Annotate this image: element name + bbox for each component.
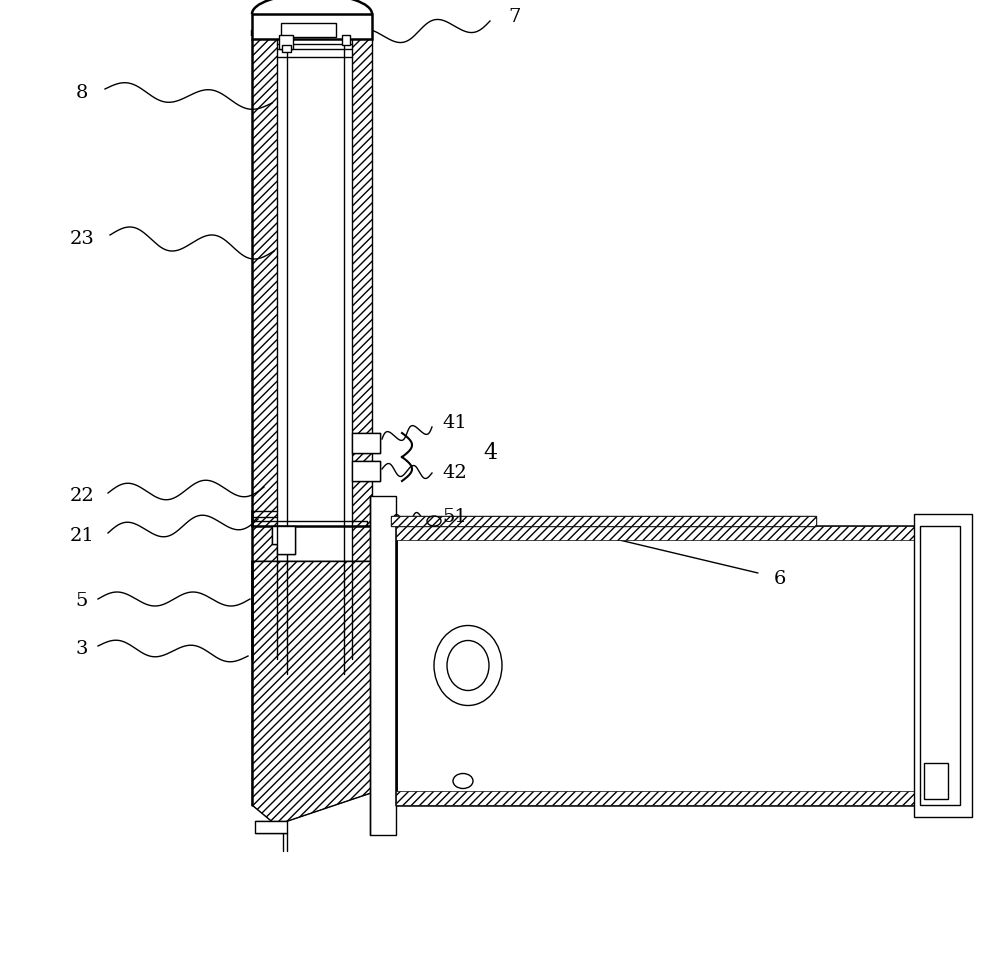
Polygon shape: [396, 526, 914, 540]
Text: 51: 51: [443, 508, 467, 526]
Bar: [396, 526, 960, 805]
Text: 7: 7: [509, 8, 521, 26]
Bar: [282, 45, 291, 52]
Text: 42: 42: [443, 464, 467, 482]
Text: 23: 23: [70, 230, 94, 248]
Text: 22: 22: [70, 487, 94, 505]
Text: 4: 4: [483, 442, 497, 464]
Text: 8: 8: [76, 84, 88, 102]
Text: 41: 41: [443, 414, 467, 432]
Bar: [281, 23, 336, 37]
Polygon shape: [391, 516, 816, 526]
Text: 21: 21: [70, 527, 94, 545]
Text: 6: 6: [774, 570, 786, 588]
Bar: [391, 516, 816, 526]
Bar: [924, 763, 948, 799]
Bar: [255, 821, 287, 833]
Bar: [914, 514, 972, 817]
Bar: [272, 526, 287, 544]
Polygon shape: [352, 39, 372, 659]
Text: 3: 3: [76, 640, 88, 658]
Bar: [352, 461, 380, 481]
Text: 5: 5: [76, 592, 88, 610]
Bar: [370, 496, 396, 835]
Bar: [920, 526, 960, 805]
Bar: [352, 433, 380, 453]
Bar: [277, 526, 295, 554]
Bar: [252, 14, 372, 39]
Bar: [279, 35, 293, 49]
Polygon shape: [396, 791, 914, 805]
Polygon shape: [252, 39, 277, 659]
Bar: [342, 35, 350, 45]
Polygon shape: [252, 561, 386, 825]
